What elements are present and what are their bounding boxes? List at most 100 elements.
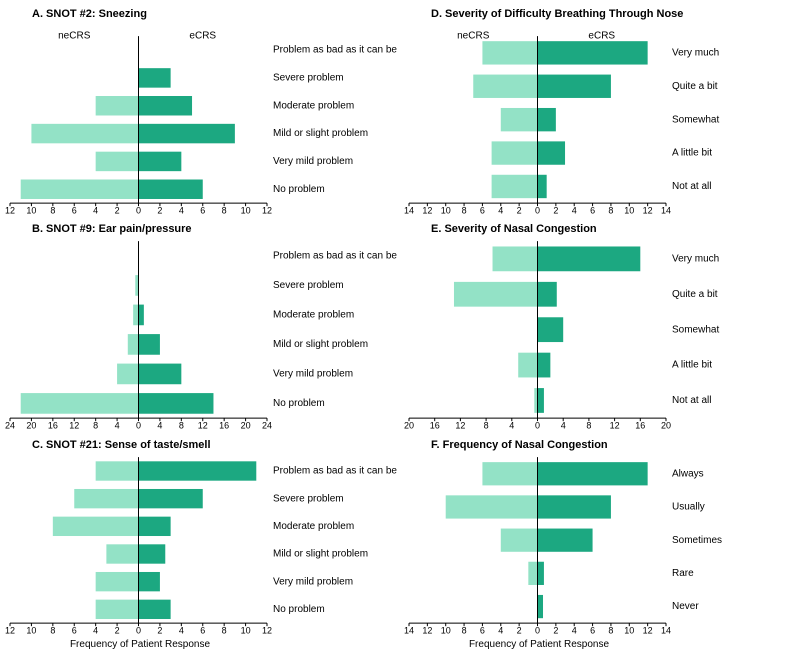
bar-left: [53, 516, 139, 535]
bar-right: [139, 544, 166, 563]
x-tick-label: 6: [200, 206, 205, 216]
x-tick-label: 10: [441, 625, 451, 635]
x-tick-label: 8: [484, 421, 489, 431]
group-label-left: neCRS: [58, 31, 91, 42]
panel-F: F. Frequency of Nasal Congestion Always Us…: [403, 439, 796, 650]
bar-left: [96, 572, 139, 591]
bar-left: [21, 180, 139, 199]
x-tick-label: 10: [241, 625, 251, 635]
diverging-bar-chart: Very muchQuite a bitSomewhatA little bit…: [403, 237, 796, 434]
x-tick-label: 12: [643, 206, 653, 216]
bar-left: [117, 364, 138, 385]
bar-right: [538, 247, 641, 272]
category-label: Never: [672, 601, 699, 612]
x-tick-label: 4: [498, 625, 503, 635]
x-axis-label: Frequency of Patient Response: [409, 639, 669, 650]
x-tick-label: 14: [404, 206, 414, 216]
category-label: Usually: [672, 501, 705, 512]
x-tick-label: 4: [93, 625, 98, 635]
bar-right: [139, 180, 203, 199]
panel-title: B. SNOT #9: Ear pain/pressure: [32, 223, 397, 235]
x-tick-label: 6: [480, 625, 485, 635]
category-label: Problem as bad as it can be: [273, 465, 397, 476]
x-tick-label: 0: [535, 206, 540, 216]
x-tick-label: 8: [462, 206, 467, 216]
bar-left: [501, 108, 538, 131]
x-tick-label: 4: [179, 206, 184, 216]
x-tick-label: 6: [480, 206, 485, 216]
bar-left: [492, 175, 538, 198]
category-label: Severe problem: [273, 493, 344, 504]
figure-page: A. SNOT #2: SneezingneCRSeCRSProblem as …: [0, 0, 800, 654]
x-tick-label: 8: [222, 625, 227, 635]
category-label: Not at all: [672, 181, 711, 192]
category-label: Severe problem: [273, 280, 344, 291]
category-label: Very mild problem: [273, 156, 353, 167]
x-tick-label: 2: [157, 625, 162, 635]
bar-right: [139, 461, 257, 480]
category-label: Mild or slight problem: [273, 548, 368, 559]
group-label-right: eCRS: [189, 31, 216, 42]
bar-left: [96, 152, 139, 171]
x-tick-label: 10: [26, 206, 36, 216]
x-tick-label: 6: [590, 625, 595, 635]
x-tick-label: 6: [72, 206, 77, 216]
x-tick-label: 6: [72, 625, 77, 635]
bar-right: [139, 124, 235, 143]
category-label: Mild or slight problem: [273, 339, 368, 350]
panel-title: D. Severity of Difficulty Breathing Thro…: [431, 8, 796, 20]
group-label-left: neCRS: [457, 31, 490, 42]
category-label: Quite a bit: [672, 289, 718, 300]
bar-left: [133, 305, 138, 326]
x-tick-label: 10: [441, 206, 451, 216]
bar-left: [501, 528, 538, 551]
panel-grid: A. SNOT #2: SneezingneCRSeCRSProblem as …: [4, 8, 796, 650]
panel-C: C. SNOT #21: Sense of taste/smell Problem…: [4, 439, 397, 650]
x-tick-label: 2: [517, 206, 522, 216]
x-tick-label: 12: [198, 421, 208, 431]
bar-left: [96, 96, 139, 115]
x-tick-label: 20: [404, 421, 414, 431]
bar-right: [139, 516, 171, 535]
x-tick-label: 14: [404, 625, 414, 635]
x-tick-label: 6: [200, 625, 205, 635]
category-label: Not at all: [672, 395, 711, 406]
bar-left: [96, 461, 139, 480]
x-tick-label: 4: [93, 206, 98, 216]
x-tick-label: 4: [572, 206, 577, 216]
x-tick-label: 14: [661, 206, 671, 216]
x-tick-label: 2: [115, 206, 120, 216]
category-label: A little bit: [672, 148, 712, 159]
x-tick-label: 0: [535, 421, 540, 431]
x-tick-label: 12: [69, 421, 79, 431]
x-tick-label: 16: [430, 421, 440, 431]
category-label: Always: [672, 468, 704, 479]
bar-right: [538, 282, 557, 307]
category-label: Problem as bad as it can be: [273, 45, 397, 56]
x-tick-label: 0: [136, 421, 141, 431]
bar-left: [518, 353, 537, 378]
x-tick-label: 12: [262, 206, 272, 216]
x-tick-label: 8: [50, 625, 55, 635]
group-label-right: eCRS: [588, 31, 615, 42]
category-label: No problem: [273, 184, 325, 195]
diverging-bar-chart: Problem as bad as it can beSevere proble…: [4, 237, 397, 434]
category-label: Moderate problem: [273, 521, 354, 532]
x-tick-label: 8: [179, 421, 184, 431]
category-label: Very much: [672, 254, 719, 265]
bar-right: [139, 96, 193, 115]
bar-right: [538, 561, 544, 584]
panel-title: F. Frequency of Nasal Congestion: [431, 439, 796, 451]
x-tick-label: 10: [624, 206, 634, 216]
category-label: A little bit: [672, 360, 712, 371]
x-tick-label: 12: [422, 625, 432, 635]
bar-right: [139, 489, 203, 508]
panel-title: C. SNOT #21: Sense of taste/smell: [32, 439, 397, 451]
x-tick-label: 2: [553, 206, 558, 216]
x-tick-label: 12: [262, 625, 272, 635]
x-tick-label: 16: [48, 421, 58, 431]
bar-right: [139, 393, 214, 414]
x-tick-label: 4: [115, 421, 120, 431]
x-tick-label: 2: [553, 625, 558, 635]
bar-left: [482, 41, 537, 64]
